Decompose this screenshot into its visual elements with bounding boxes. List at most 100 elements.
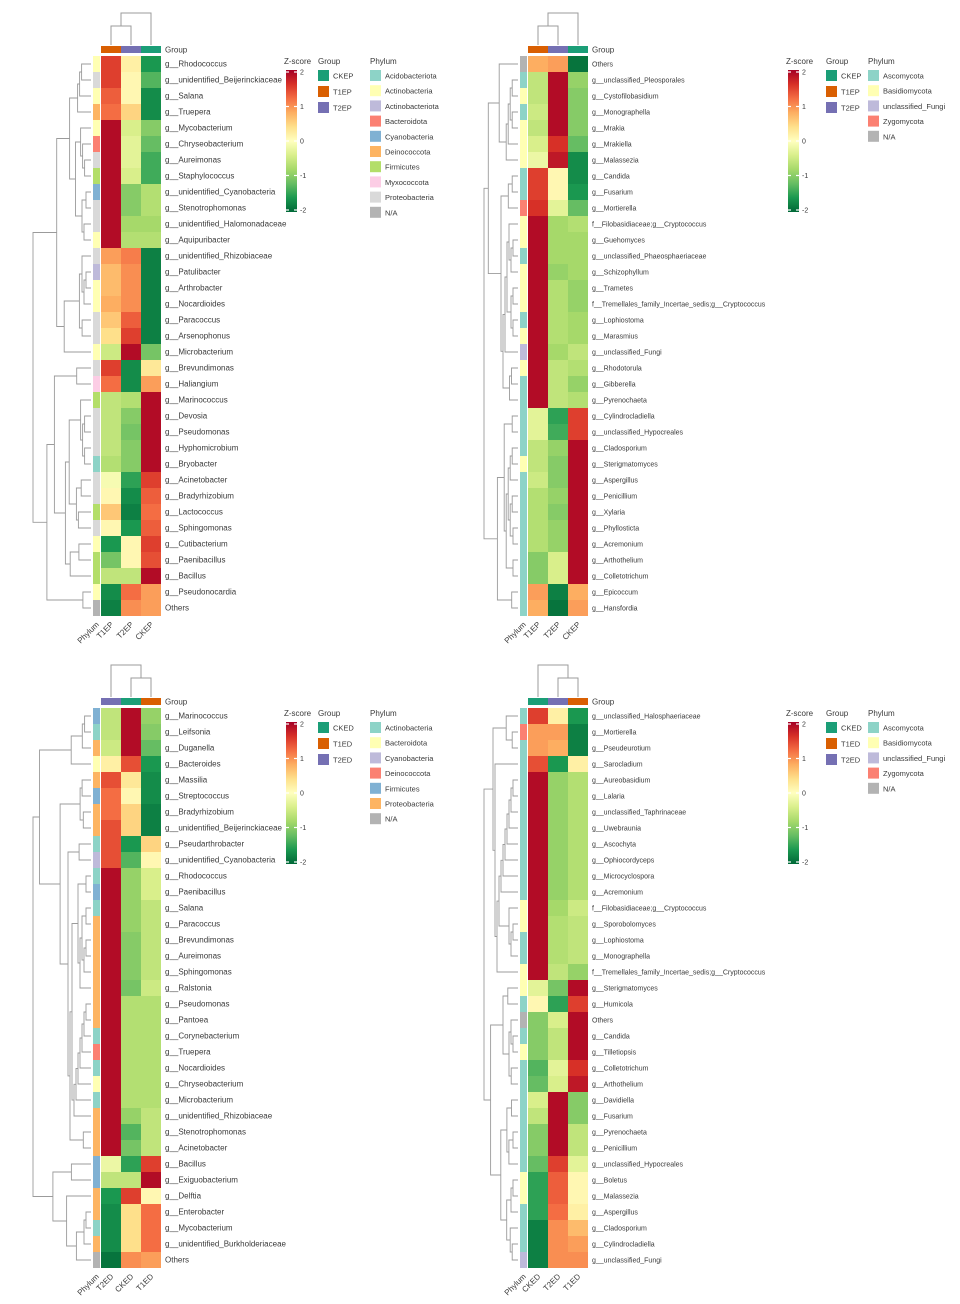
heatmap-cell [141, 1204, 161, 1220]
heatmap-cell [121, 488, 141, 504]
phylum-annotation-cell [520, 184, 527, 200]
heatmap-cell [101, 520, 121, 536]
heatmap-cell [548, 1012, 568, 1028]
phylum-annotation-cell [520, 296, 527, 312]
heatmap-cell [141, 836, 161, 852]
heatmap-cell [101, 568, 121, 584]
phylum-legend-swatch [370, 100, 381, 112]
heatmap-cell [101, 248, 121, 264]
heatmap-cell [568, 1188, 588, 1204]
heatmap-cell [528, 948, 548, 964]
row-label: Others [592, 62, 614, 69]
row-label: g__Pantoea [165, 1016, 209, 1025]
heatmap-cell [121, 1156, 141, 1172]
heatmap-cell [141, 1044, 161, 1060]
phylum-annotation-cell [520, 1140, 527, 1156]
phylum-annotation-cell [520, 1236, 527, 1252]
phylum-annotation-cell [93, 296, 100, 312]
group-annotation-segment [568, 46, 588, 53]
heatmap-cell [141, 1172, 161, 1188]
heatmap-cell [101, 56, 121, 72]
heatmap-cell [121, 868, 141, 884]
heatmap-cell [141, 232, 161, 248]
phylum-annotation-cell [520, 152, 527, 168]
heatmap-cell [528, 216, 548, 232]
heatmap-cell [548, 120, 568, 136]
row-label: g__Marasmius [592, 334, 638, 341]
heatmap-cell [141, 1108, 161, 1124]
phylum-annotation-cell [520, 216, 527, 232]
row-dendrogram [32, 715, 91, 1261]
heatmap-cell [528, 1252, 548, 1268]
heatmap-cell [568, 376, 588, 392]
heatmap-cell [141, 520, 161, 536]
heatmap-cell [568, 724, 588, 740]
phylum-annotation-cell [93, 536, 100, 552]
heatmap-cell [548, 868, 568, 884]
heatmap-cell [101, 584, 121, 600]
heatmap-cell [101, 504, 121, 520]
phylum-annotation-cell [520, 964, 527, 980]
heatmap-cell [101, 1124, 121, 1140]
heatmap-cell [568, 740, 588, 756]
phylum-annotation-cell [520, 884, 527, 900]
heatmap-cell [568, 996, 588, 1012]
heatmap-cell [121, 184, 141, 200]
group-annotation-segment [568, 698, 588, 705]
phylum-legend-label: N/A [385, 815, 398, 824]
heatmap-cell [121, 328, 141, 344]
heatmap-cell [121, 1236, 141, 1252]
row-label: g__Acinetobacter [165, 1144, 228, 1153]
row-label: g__Arsenophonus [165, 332, 230, 341]
heatmap-cell [141, 772, 161, 788]
row-label: g__Bradyrhizobium [165, 808, 234, 817]
heatmap-cell [548, 1252, 568, 1268]
phylum-annotation-cell [520, 852, 527, 868]
row-label: g__Lophiostoma [592, 938, 644, 945]
zscore-tick-label: 1 [300, 104, 304, 111]
row-label: f__Filobasidiaceae;g__Cryptococcus [592, 222, 707, 229]
heatmap-panel-bottom-left: Group g__Marinococcus g__Leifsonia g__Dugan… [32, 664, 435, 1297]
group-annotation-label: Group [592, 46, 615, 55]
phylum-legend-label: Cyanobacteria [385, 754, 434, 763]
phylum-annotation-cell [93, 104, 100, 120]
heatmap-cell [101, 1076, 121, 1092]
phylum-annotation-cell [520, 836, 527, 852]
row-label: g__Truepera [165, 108, 211, 117]
heatmap-cell [121, 1076, 141, 1092]
group-legend-swatch [318, 754, 329, 765]
phylum-annotation-cell [93, 600, 100, 616]
heatmap-cell [121, 1172, 141, 1188]
phylum-annotation-cell [93, 152, 100, 168]
heatmap-cell [101, 820, 121, 836]
heatmap-cell [528, 884, 548, 900]
phylum-annotation-cell [520, 900, 527, 916]
row-label: g__Nocardioides [165, 1064, 225, 1073]
heatmap-cell [101, 1156, 121, 1172]
row-label: g__Bryobacter [165, 460, 217, 469]
heatmap-cell [121, 584, 141, 600]
group-annotation-label: Group [165, 46, 188, 55]
heatmap-cell [101, 852, 121, 868]
heatmap-cell [568, 184, 588, 200]
phylum-annotation-cell [520, 948, 527, 964]
heatmap-cell [528, 1092, 548, 1108]
heatmap-cell [548, 980, 568, 996]
heatmap-cell [548, 932, 568, 948]
phylum-legend-title: Phylum [370, 709, 397, 718]
phylum-annotation-cell [93, 980, 100, 996]
phylum-annotation-cell [520, 788, 527, 804]
row-label: g__Marinococcus [165, 712, 228, 721]
phylum-annotation-cell [520, 376, 527, 392]
phylum-annotation-cell [93, 504, 100, 520]
heatmap-cell [101, 312, 121, 328]
row-label: g__Streptococcus [165, 792, 229, 801]
phylum-annotation-cell [93, 488, 100, 504]
heatmap-cell [568, 916, 588, 932]
group-legend-label: CKED [333, 724, 354, 733]
group-legend-label: T1EP [841, 88, 860, 97]
row-label: g__Phyllosticta [592, 526, 639, 533]
row-label: g__Ralstonia [165, 984, 212, 993]
heatmap-cell [101, 1092, 121, 1108]
group-annotation-segment [548, 46, 568, 53]
